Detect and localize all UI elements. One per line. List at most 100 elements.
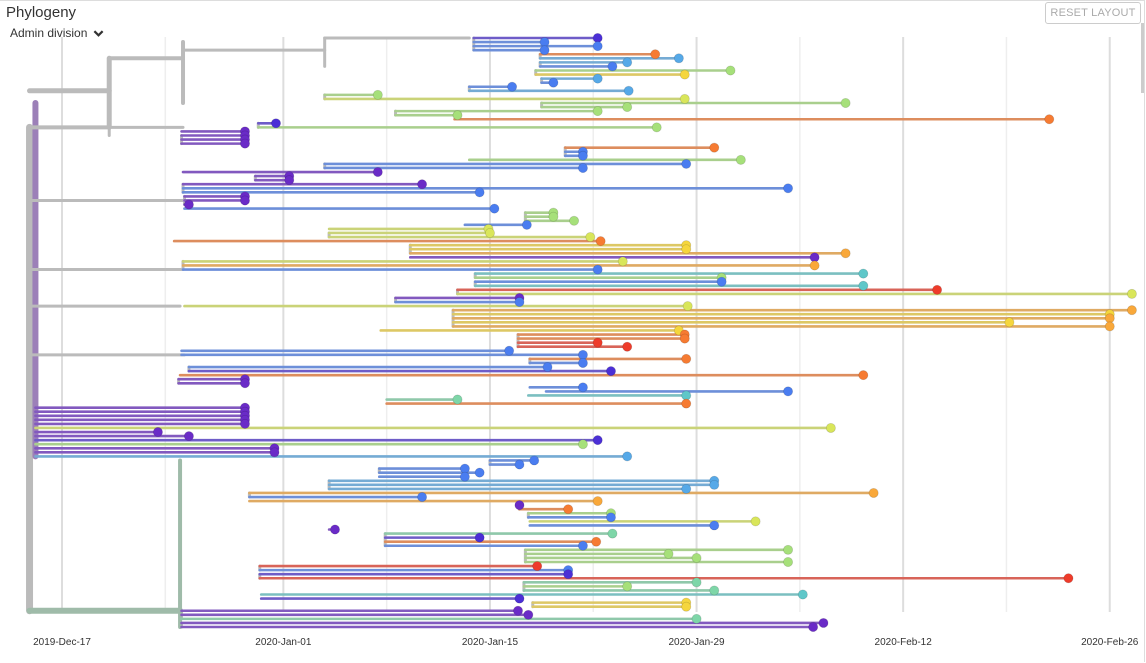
tip-node[interactable] [709,585,720,596]
tip-node[interactable] [542,362,553,373]
tip-node[interactable] [679,333,690,344]
tip-node[interactable] [239,418,250,429]
tip-node[interactable] [932,284,943,295]
tip-node[interactable] [504,345,515,356]
tip-node[interactable] [825,422,836,433]
tip-node[interactable] [1044,114,1055,125]
tip-node[interactable] [417,179,428,190]
tip-node[interactable] [284,175,295,186]
tip-node[interactable] [682,301,693,312]
color-by-dropdown[interactable]: Admin division [10,26,104,40]
tip-node[interactable] [489,203,500,214]
tip-node[interactable] [523,609,534,620]
tip-node[interactable] [514,500,525,511]
scrollbar[interactable] [1141,23,1144,93]
tip-node[interactable] [673,53,684,64]
tip-node[interactable] [459,471,470,482]
tip-node[interactable] [858,370,869,381]
tip-node[interactable] [840,248,851,259]
tip-node[interactable] [577,357,588,368]
tip-node[interactable] [679,93,690,104]
tip-node[interactable] [592,337,603,348]
tip-node[interactable] [709,479,720,490]
tip-node[interactable] [239,138,250,149]
tip-node[interactable] [592,435,603,446]
tip-node[interactable] [858,268,869,279]
tip-node[interactable] [183,199,194,210]
tip-node[interactable] [650,49,661,60]
tip-node[interactable] [507,81,518,92]
tip-node[interactable] [474,532,485,543]
tip-node[interactable] [239,195,250,206]
tip-node[interactable] [783,183,794,194]
tip-node[interactable] [592,496,603,507]
tip-node[interactable] [681,353,692,364]
tip-node[interactable] [563,504,574,515]
tip-node[interactable] [452,110,463,121]
tip-node[interactable] [577,540,588,551]
tip-node[interactable] [512,605,523,616]
tip-node[interactable] [330,524,341,535]
tip-node[interactable] [183,431,194,442]
tip-node[interactable] [709,520,720,531]
tip-node[interactable] [514,297,525,308]
tip-node[interactable] [514,593,525,604]
tip-node[interactable] [521,219,532,230]
tip-node[interactable] [716,276,727,287]
tip-node[interactable] [270,118,281,129]
tip-node[interactable] [1126,288,1137,299]
tip-node[interactable] [372,167,383,178]
tip-node[interactable] [569,215,580,226]
tip-node[interactable] [585,232,596,243]
tip-node[interactable] [269,447,280,458]
tip-node[interactable] [577,382,588,393]
tip-node[interactable] [809,260,820,271]
tip-node[interactable] [1104,321,1115,332]
tip-node[interactable] [622,581,633,592]
tip-node[interactable] [681,244,692,255]
tip-node[interactable] [681,483,692,494]
tip-node[interactable] [591,536,602,547]
tip-node[interactable] [484,227,495,238]
tip-node[interactable] [691,577,702,588]
tip-node[interactable] [474,467,485,478]
tip-node[interactable] [514,459,525,470]
tip-node[interactable] [735,154,746,165]
tip-node[interactable] [152,427,163,438]
tip-node[interactable] [651,122,662,133]
tip-node[interactable] [577,162,588,173]
tip-node[interactable] [548,77,559,88]
tip-node[interactable] [858,280,869,291]
tip-node[interactable] [681,398,692,409]
tip-node[interactable] [681,158,692,169]
tip-node[interactable] [622,57,633,68]
tip-node[interactable] [617,256,628,267]
tip-node[interactable] [725,65,736,76]
tip-node[interactable] [239,378,250,389]
tip-node[interactable] [607,61,618,72]
tip-node[interactable] [452,394,463,405]
tip-node[interactable] [818,617,829,628]
tip-node[interactable] [622,451,633,462]
tip-node[interactable] [679,69,690,80]
tip-node[interactable] [1126,305,1137,316]
tip-node[interactable] [372,89,383,100]
tip-node[interactable] [605,512,616,523]
tip-node[interactable] [622,341,633,352]
tip-node[interactable] [691,552,702,563]
tip-node[interactable] [681,601,692,612]
tip-node[interactable] [539,45,550,56]
tip-node[interactable] [623,85,634,96]
tip-node[interactable] [577,150,588,161]
tip-node[interactable] [783,544,794,555]
tip-node[interactable] [592,73,603,84]
tip-node[interactable] [607,528,618,539]
tip-node[interactable] [868,487,879,498]
tip-node[interactable] [840,97,851,108]
tip-node[interactable] [750,516,761,527]
tip-node[interactable] [605,366,616,377]
tip-node[interactable] [529,455,540,466]
tip-node[interactable] [595,236,606,247]
tip-node[interactable] [797,589,808,600]
tip-node[interactable] [548,211,559,222]
